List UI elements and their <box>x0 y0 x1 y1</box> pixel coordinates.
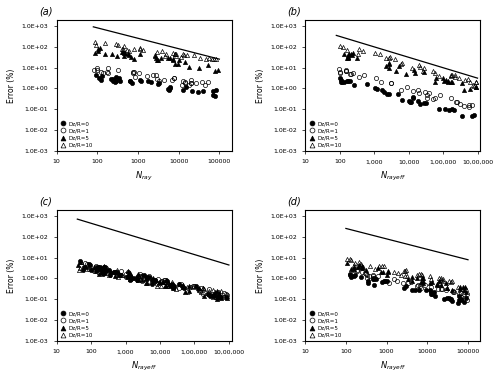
Y-axis label: Error (%): Error (%) <box>7 68 16 103</box>
Legend: Dz/R=0, Dz/R=1, Dz/R=5, Dz/R=10: Dz/R=0, Dz/R=1, Dz/R=5, Dz/R=10 <box>308 120 342 148</box>
Text: (c): (c) <box>39 197 52 207</box>
Legend: Dz/R=0, Dz/R=1, Dz/R=5, Dz/R=10: Dz/R=0, Dz/R=1, Dz/R=5, Dz/R=10 <box>60 310 94 338</box>
X-axis label: $N_{ray}$: $N_{ray}$ <box>135 170 153 183</box>
Text: (a): (a) <box>39 7 52 17</box>
Legend: Dz/R=0, Dz/R=1, Dz/R=5, Dz/R=10: Dz/R=0, Dz/R=1, Dz/R=5, Dz/R=10 <box>60 120 94 148</box>
X-axis label: $N_{rayeff}$: $N_{rayeff}$ <box>131 360 157 373</box>
Text: (d): (d) <box>288 197 302 207</box>
Text: (b): (b) <box>288 7 302 17</box>
X-axis label: $N_{rayeff}$: $N_{rayeff}$ <box>380 360 406 373</box>
Y-axis label: Error (%): Error (%) <box>256 68 264 103</box>
Y-axis label: Error (%): Error (%) <box>7 258 16 293</box>
X-axis label: $N_{rayeff}$: $N_{rayeff}$ <box>380 170 406 183</box>
Legend: Dz/R=0, Dz/R=1, Dz/R=5, Dz/R=10: Dz/R=0, Dz/R=1, Dz/R=5, Dz/R=10 <box>308 310 342 338</box>
Y-axis label: Error (%): Error (%) <box>256 258 264 293</box>
